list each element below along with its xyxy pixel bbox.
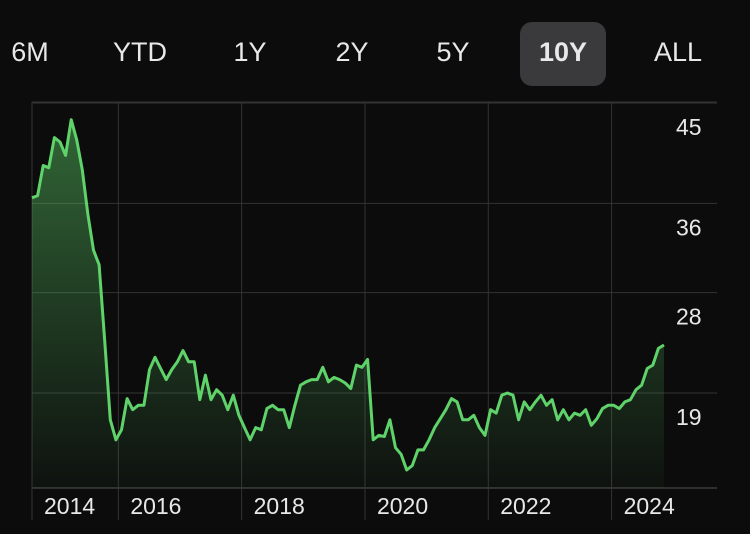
chart: 45 36 28 19 2014 2016 2018 2020 2022 2024 [31, 101, 717, 520]
x-tick-label: 2022 [500, 493, 551, 519]
range-tabs: 6M YTD 1Y 2Y 5Y 10Y ALL [11, 22, 702, 86]
area-fill [32, 119, 664, 488]
range-tab[interactable]: ALL [654, 37, 702, 67]
range-tab[interactable]: 1Y [233, 37, 266, 67]
y-tick-label: 45 [676, 114, 702, 140]
x-tick-label: 2024 [624, 493, 675, 519]
x-tick-label: 2018 [254, 493, 305, 519]
y-tick-label: 36 [676, 214, 702, 240]
x-tick-label: 2020 [377, 493, 428, 519]
y-tick-label: 19 [676, 404, 702, 430]
range-tab[interactable]: 10Y [539, 37, 587, 67]
range-tab[interactable]: 5Y [436, 37, 469, 67]
range-tab[interactable]: 6M [11, 37, 49, 67]
x-tick-label: 2014 [44, 493, 95, 519]
selected-tab-bg [520, 22, 606, 86]
y-tick-label: 28 [676, 304, 702, 330]
price-line [31, 118, 665, 472]
range-tab[interactable]: YTD [113, 37, 167, 67]
x-tick-label: 2016 [130, 493, 181, 519]
range-tab[interactable]: 2Y [335, 37, 368, 67]
